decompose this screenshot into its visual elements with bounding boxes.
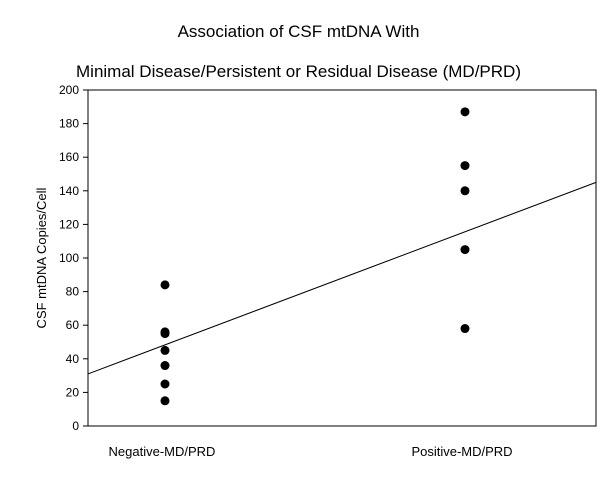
data-point [160,361,170,371]
x-axis: Negative-MD/PRD Positive-MD/PRD [109,444,513,459]
data-point [460,324,470,334]
y-tick-label: 20 [66,385,80,399]
data-point [460,245,470,255]
y-tick-label: 160 [59,150,79,164]
x-category-label: Positive-MD/PRD [411,444,512,459]
data-point [460,186,470,196]
data-point [460,161,470,171]
y-tick-label: 40 [66,352,80,366]
y-tick-label: 180 [59,117,79,131]
data-points [160,107,470,406]
data-point [160,396,170,406]
data-point [160,379,170,389]
y-tick-label: 140 [59,184,79,198]
data-point [160,345,170,355]
y-tick-label: 0 [72,419,79,433]
plot-area-frame [87,89,597,427]
trend-line-group [87,181,597,375]
data-point [460,107,470,117]
y-axis-label: CSF mtDNA Copies/Cell [34,187,49,328]
chart-title-line-2: Minimal Disease/Persistent or Residual D… [76,62,521,81]
data-point [160,329,170,339]
y-tick-label: 200 [59,83,79,97]
y-tick-label: 100 [59,251,79,265]
chart-title-line-1: Association of CSF mtDNA With [177,22,420,41]
data-point [160,280,170,290]
y-tick-label: 120 [59,217,79,231]
x-category-label: Negative-MD/PRD [109,444,216,459]
trend-line [87,181,597,375]
y-axis: 0 20 40 60 80 100 120 140 160 180 200 [59,83,88,433]
y-tick-label: 60 [66,318,80,332]
y-tick-label: 80 [66,285,80,299]
